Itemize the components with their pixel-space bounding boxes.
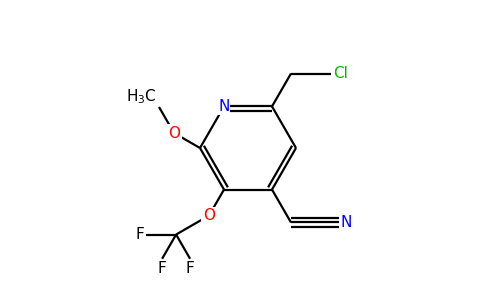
Text: H$_3$C: H$_3$C <box>126 87 157 106</box>
Text: O: O <box>168 125 180 140</box>
Text: Cl: Cl <box>333 66 348 81</box>
Text: O: O <box>203 208 215 223</box>
Text: F: F <box>158 261 166 276</box>
Text: N: N <box>341 215 352 230</box>
Text: F: F <box>136 227 144 242</box>
Text: N: N <box>218 99 230 114</box>
Text: F: F <box>186 261 195 276</box>
